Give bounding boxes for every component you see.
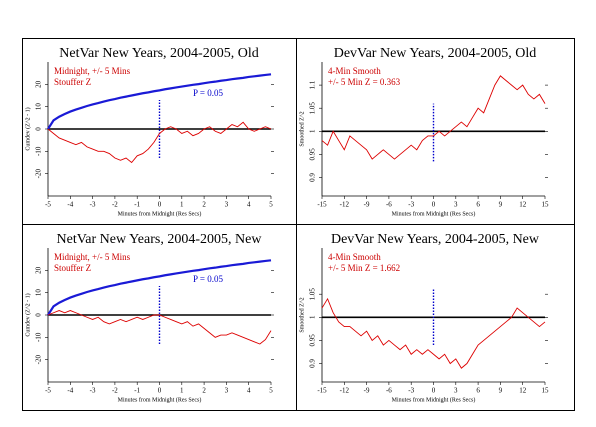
x-tick-label: 5: [269, 387, 273, 395]
data-line: [47, 310, 272, 345]
y-tick-label: 1.05: [309, 102, 317, 115]
x-tick-label: 3: [225, 201, 229, 209]
x-tick-label: 3: [225, 387, 229, 395]
annotation: Midnight, +/- 5 Mins: [54, 252, 131, 262]
x-tick-label: 0: [158, 201, 162, 209]
y-tick-label: 0: [35, 313, 43, 317]
x-tick-label: 5: [269, 201, 273, 209]
y-tick-label: 0.9: [309, 173, 317, 182]
y-tick-label: 20: [35, 266, 43, 274]
x-tick-label: -5: [45, 201, 51, 209]
x-tick-label: -5: [45, 387, 51, 395]
x-tick-label: -2: [112, 387, 118, 395]
x-tick-label: 1: [180, 387, 184, 395]
x-tick-label: -1: [134, 387, 140, 395]
panel-title: NetVar New Years, 2004-2005, New: [57, 232, 263, 247]
x-tick-label: -6: [386, 387, 392, 395]
y-tick-label: 10: [35, 103, 43, 111]
annotation: +/- 5 Min Z = 1.662: [328, 263, 400, 273]
x-tick-label: -9: [364, 387, 370, 395]
y-axis-label: Cumdev (Z^2 - 1): [24, 107, 31, 150]
data-line: [47, 73, 272, 130]
y-axis-label: Smoothed Z^2: [299, 297, 305, 332]
x-tick-label: 4: [247, 387, 251, 395]
x-tick-label: 9: [499, 201, 503, 209]
x-tick-label: -4: [67, 387, 73, 395]
y-tick-label: -10: [35, 146, 43, 156]
annotation: Stouffer Z: [54, 263, 91, 273]
y-axis-label: Smoothed Z^2: [299, 111, 305, 146]
y-tick-label: 1.05: [309, 288, 317, 301]
annotation: P = 0.05: [193, 88, 223, 98]
x-tick-label: -3: [408, 387, 414, 395]
annotation: 4-Min Smooth: [328, 66, 381, 76]
x-tick-label: 0: [432, 387, 436, 395]
x-tick-label: 2: [202, 387, 206, 395]
x-axis-label: Minutes from Midnight (Res Secs): [118, 210, 202, 217]
x-axis-label: Minutes from Midnight (Res Secs): [392, 210, 476, 217]
x-tick-label: -12: [340, 387, 350, 395]
x-tick-label: -1: [134, 201, 140, 209]
annotation: Midnight, +/- 5 Mins: [54, 66, 131, 76]
x-axis-label: Minutes from Midnight (Res Secs): [392, 396, 476, 403]
y-tick-label: -10: [35, 332, 43, 342]
x-tick-label: 0: [432, 201, 436, 209]
x-tick-label: -6: [386, 201, 392, 209]
annotation: 4-Min Smooth: [328, 252, 381, 262]
x-tick-label: 9: [499, 387, 503, 395]
y-tick-label: 0.95: [309, 334, 317, 347]
annotation: Stouffer Z: [54, 77, 91, 87]
y-tick-label: 0.9: [309, 359, 317, 368]
y-tick-label: 1: [309, 129, 317, 133]
x-tick-label: 4: [247, 201, 251, 209]
x-tick-label: 12: [519, 201, 527, 209]
y-tick-label: -20: [35, 355, 43, 365]
y-tick-label: -20: [35, 169, 43, 179]
y-tick-label: 10: [35, 289, 43, 297]
x-tick-label: 6: [476, 201, 480, 209]
x-tick-label: -15: [317, 201, 327, 209]
x-tick-label: -3: [90, 387, 96, 395]
x-tick-label: -2: [112, 201, 118, 209]
x-tick-label: 2: [202, 201, 206, 209]
y-tick-label: 1: [309, 315, 317, 319]
x-tick-label: 15: [542, 201, 550, 209]
x-tick-label: 12: [519, 387, 527, 395]
x-tick-label: -4: [67, 201, 73, 209]
x-axis-label: Minutes from Midnight (Res Secs): [118, 396, 202, 403]
x-tick-label: 3: [454, 201, 458, 209]
y-tick-label: 0.95: [309, 148, 317, 161]
x-tick-label: 6: [476, 387, 480, 395]
annotation: +/- 5 Min Z = 0.363: [328, 77, 401, 87]
y-tick-label: 20: [35, 80, 43, 88]
data-line: [321, 297, 546, 369]
panel-title: DevVar New Years, 2004-2005, New: [331, 232, 540, 247]
x-tick-label: -3: [90, 201, 96, 209]
x-tick-label: 1: [180, 201, 184, 209]
y-axis-label: Cumdev (Z^2 - 1): [24, 293, 31, 336]
annotation: P = 0.05: [193, 274, 223, 284]
x-tick-label: -9: [364, 201, 370, 209]
x-tick-label: -12: [340, 201, 350, 209]
y-tick-label: 0: [35, 127, 43, 131]
x-tick-label: -15: [317, 387, 327, 395]
x-tick-label: 15: [542, 387, 550, 395]
x-tick-label: -3: [408, 201, 414, 209]
x-tick-label: 3: [454, 387, 458, 395]
panel-title: DevVar New Years, 2004-2005, Old: [334, 46, 537, 61]
y-tick-label: 1.1: [309, 80, 317, 89]
data-line: [47, 121, 272, 164]
data-line: [321, 75, 546, 160]
data-line: [47, 259, 272, 316]
panel-title: NetVar New Years, 2004-2005, Old: [59, 46, 258, 61]
x-tick-label: 0: [158, 387, 162, 395]
